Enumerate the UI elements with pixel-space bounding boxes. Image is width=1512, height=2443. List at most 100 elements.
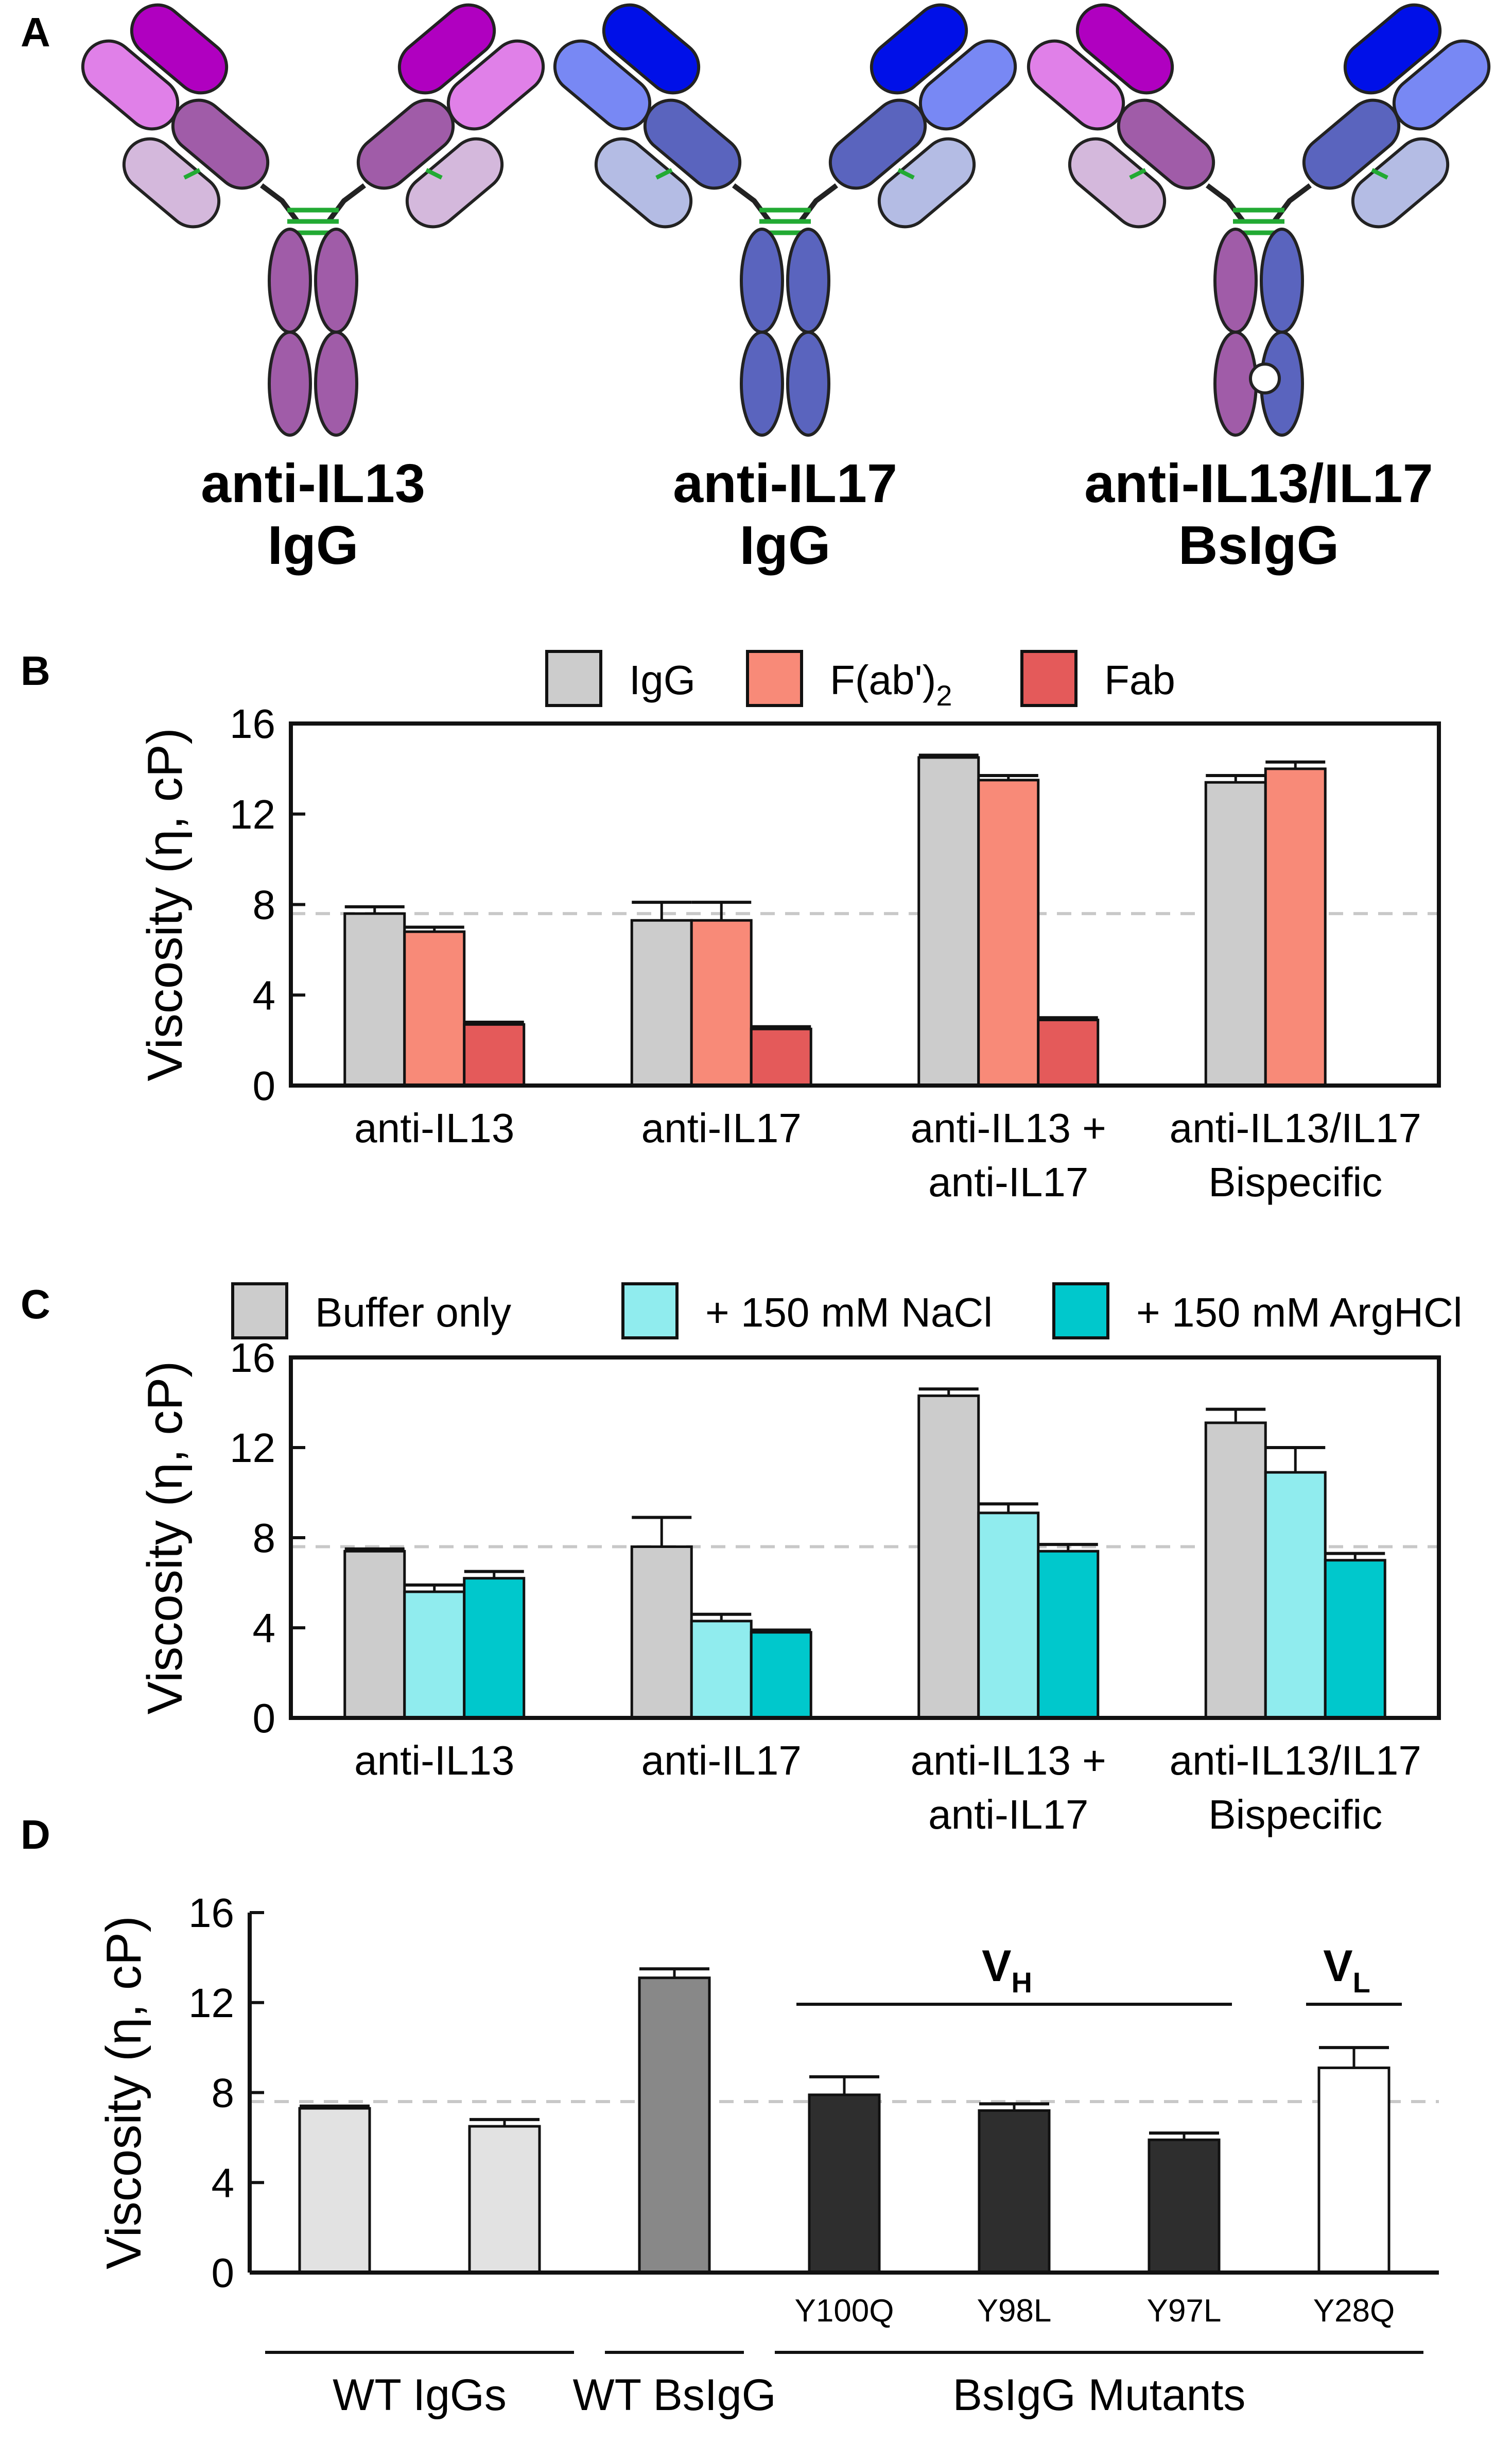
antibody-format: IgG [740, 515, 831, 576]
heavy-chain-ch2-right [786, 228, 830, 334]
legend-item: + 150 mM NaCl [621, 1282, 993, 1339]
heavy-chain-ch3-right [786, 331, 830, 437]
light-chain-vl-left [553, 39, 652, 131]
category-label: anti-IL13 + [911, 1737, 1106, 1783]
region-label-subscript: L [1353, 1966, 1370, 1999]
heavy-chain-ch2-right [1260, 228, 1304, 334]
heavy-chain-ch1-right [356, 98, 455, 190]
y-tick-label: 8 [253, 1515, 276, 1561]
light-chain-cl-right [1351, 137, 1450, 229]
light-chain-vl-left [81, 39, 180, 131]
hinge-stroke-0 [260, 183, 300, 223]
arm-disulfide-left [655, 168, 673, 180]
legend-label: + 150 mM ArgHCl [1136, 1289, 1463, 1335]
light-chain-vl-right [918, 39, 1017, 131]
bar [690, 919, 753, 1087]
bar-group-0 [343, 905, 526, 1087]
category-label: WT BsIgG [572, 2370, 776, 2420]
legend-swatch [545, 650, 602, 707]
heavy-chain-ch2-left [268, 228, 312, 334]
light-chain-cl-left [1068, 137, 1167, 229]
legend-item: Fab [1020, 650, 1175, 707]
category-label: anti-IL13 [354, 1737, 514, 1783]
legend-swatch [231, 1282, 288, 1339]
bar [808, 2093, 881, 2274]
region-label: VL [1323, 1941, 1370, 1999]
category-label: anti-IL13 [354, 1105, 514, 1151]
viscosity-chart-fragments: anti-IL13 anti-IL17 anti-IL13 + anti-IL17 an… [137, 650, 1441, 1205]
bar [1037, 1019, 1100, 1087]
y-tick-label: 0 [212, 2250, 235, 2296]
panel-label-d: D [21, 1812, 50, 1857]
heavy-chain-vh-right [397, 3, 496, 95]
legend-item: IgG [545, 650, 696, 707]
heavy-chain-ch3-left [740, 331, 784, 437]
category-label: Bispecific [1208, 1792, 1382, 1837]
bar-group-1 [630, 901, 812, 1087]
bar-group-3 [1204, 1407, 1386, 1719]
bar [917, 756, 980, 1087]
bar-group-0 [343, 1547, 526, 1719]
legend-label: Fab [1104, 657, 1175, 703]
heavy-chain-ch2-right [314, 228, 358, 334]
category-label: WT IgGs [333, 2370, 507, 2420]
y-axis-label: Viscosity (η, cP) [96, 1916, 151, 2269]
legend-label-text: IgG [629, 657, 696, 703]
legend-item: Buffer only [231, 1282, 511, 1339]
y-tick-label: 12 [188, 1980, 234, 2026]
y-tick-label: 16 [230, 701, 275, 747]
category-label: anti-IL17 [641, 1737, 802, 1783]
arm-disulfide-right [1371, 168, 1388, 180]
bar [750, 1027, 812, 1087]
hinge-stroke-1 [326, 183, 366, 223]
bar [917, 1394, 980, 1719]
region-label-subscript: H [1011, 1966, 1032, 1999]
heavy-chain-ch3-left [268, 331, 312, 437]
category-label: anti-IL17 [928, 1792, 1088, 1837]
antibody-name: anti-IL13 [201, 453, 425, 514]
mutant-label: Y28Q [1313, 2293, 1395, 2329]
legend-label: IgG [629, 657, 696, 703]
hinge-stroke-0 [732, 183, 772, 223]
bar [298, 2107, 371, 2274]
legend-label-text: + 150 mM NaCl [705, 1289, 993, 1335]
mutant-label: Y97L [1147, 2293, 1222, 2329]
y-axis-label: Viscosity (η, cP) [137, 1361, 193, 1714]
bar [1317, 2066, 1391, 2274]
legend-item: + 150 mM ArgHCl [1052, 1282, 1463, 1339]
light-chain-vl-right [446, 39, 545, 131]
viscosity-chart-excipients: anti-IL13 anti-IL17 anti-IL13 + anti-IL17 an… [137, 1282, 1463, 1837]
bar [977, 779, 1040, 1087]
antibody-name: anti-IL13/IL17 [1084, 453, 1433, 514]
light-chain-vl-right [1392, 39, 1491, 131]
legend-swatch [746, 650, 803, 707]
legend-label-text: Fab [1104, 657, 1175, 703]
bar [977, 1511, 1040, 1719]
heavy-chain-ch2-left [740, 228, 784, 334]
legend-label-text: Buffer only [315, 1289, 511, 1335]
arm-disulfide-right [425, 168, 443, 180]
antibody-format: BsIgG [1178, 515, 1339, 576]
hinge-stroke-0 [1206, 183, 1245, 223]
legend-label-subscript: 2 [936, 679, 952, 712]
bar-group-3 [1204, 760, 1327, 1087]
viscosity-chart-mutants: Y100Q Y98L Y97L Y28Q 0 4 8 12 16 Viscosity (η, cP… [96, 1890, 1439, 2420]
mutant-label: Y100Q [794, 2293, 894, 2329]
region-label-text: V [1323, 1941, 1352, 1991]
heavy-chain-vh-left [1075, 3, 1174, 95]
y-axis-label: Viscosity (η, cP) [137, 728, 193, 1081]
region-label: VH [982, 1941, 1032, 1999]
panel-label-b: B [21, 648, 50, 694]
y-tick-label: 8 [253, 882, 276, 928]
light-chain-cl-left [122, 137, 221, 229]
legend-item: F(ab')2 [746, 650, 952, 712]
bar [630, 919, 693, 1087]
bar [1324, 1559, 1386, 1719]
antibody-format: IgG [268, 515, 359, 576]
heavy-chain-ch1-left [171, 98, 270, 190]
light-chain-vl-left [1027, 39, 1125, 131]
light-chain-cl-right [405, 137, 504, 229]
bar [630, 1545, 693, 1719]
